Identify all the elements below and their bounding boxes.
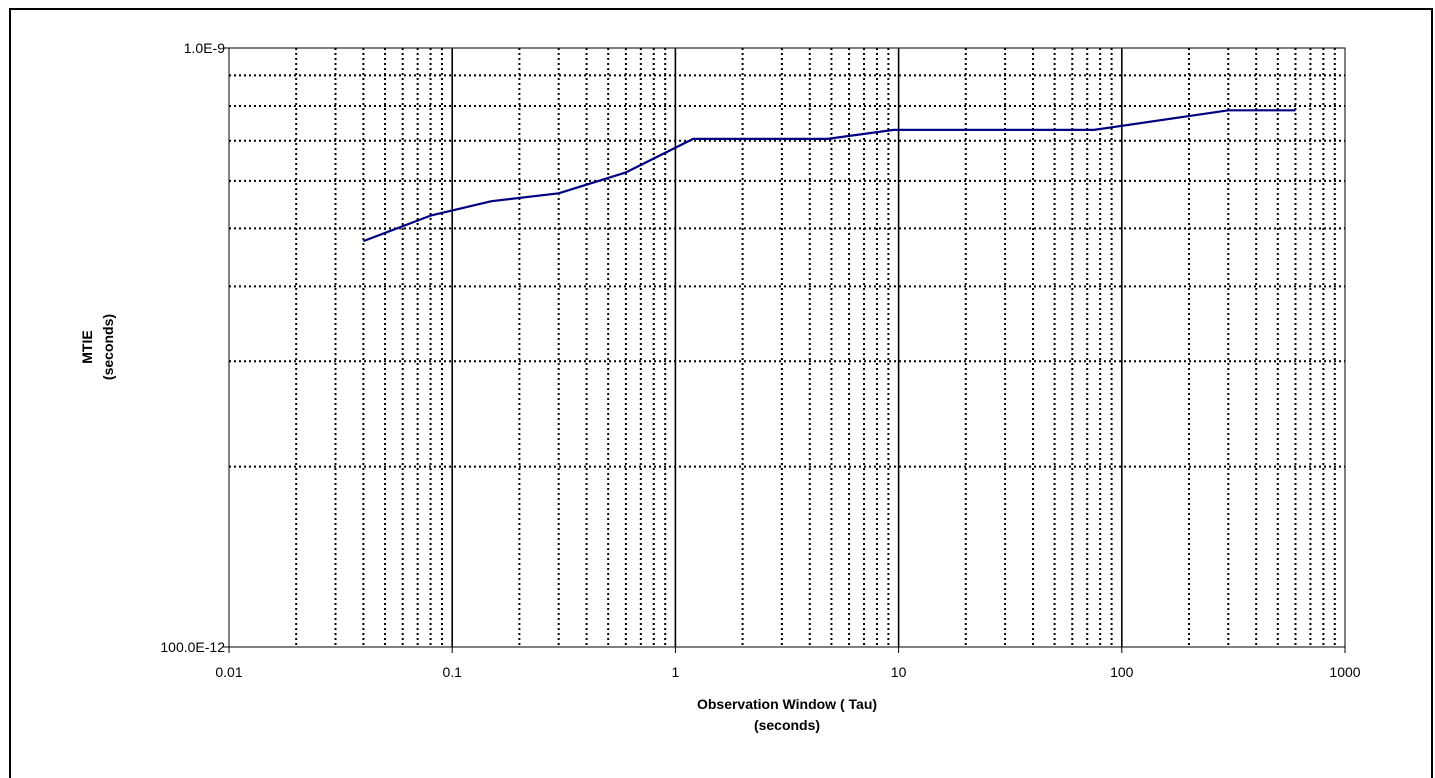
x-tick-label: 0.01 <box>215 664 242 680</box>
x-axis-unit: (seconds) <box>754 717 820 733</box>
x-tick-labels: 0.01 0.1 1 10 100 1000 <box>215 647 1360 680</box>
y-tick-label: 1.0E-9 <box>184 40 225 56</box>
x-tick-label: 1 <box>672 664 680 680</box>
x-tick-label: 100 <box>1110 664 1134 680</box>
y-axis-title: MTIE <box>79 330 95 363</box>
x-tick-label: 10 <box>891 664 907 680</box>
y-tick-label: 100.0E-12 <box>160 639 225 655</box>
x-tick-label: 1000 <box>1329 664 1360 680</box>
x-tick-label: 0.1 <box>442 664 462 680</box>
mtie-series-line <box>363 110 1295 241</box>
series-layer <box>363 110 1295 241</box>
x-axis-title: Observation Window ( Tau) <box>697 696 877 712</box>
y-tick-labels: 100.0E-12 1.0E-9 <box>160 40 229 655</box>
y-axis-unit: (seconds) <box>100 314 116 380</box>
